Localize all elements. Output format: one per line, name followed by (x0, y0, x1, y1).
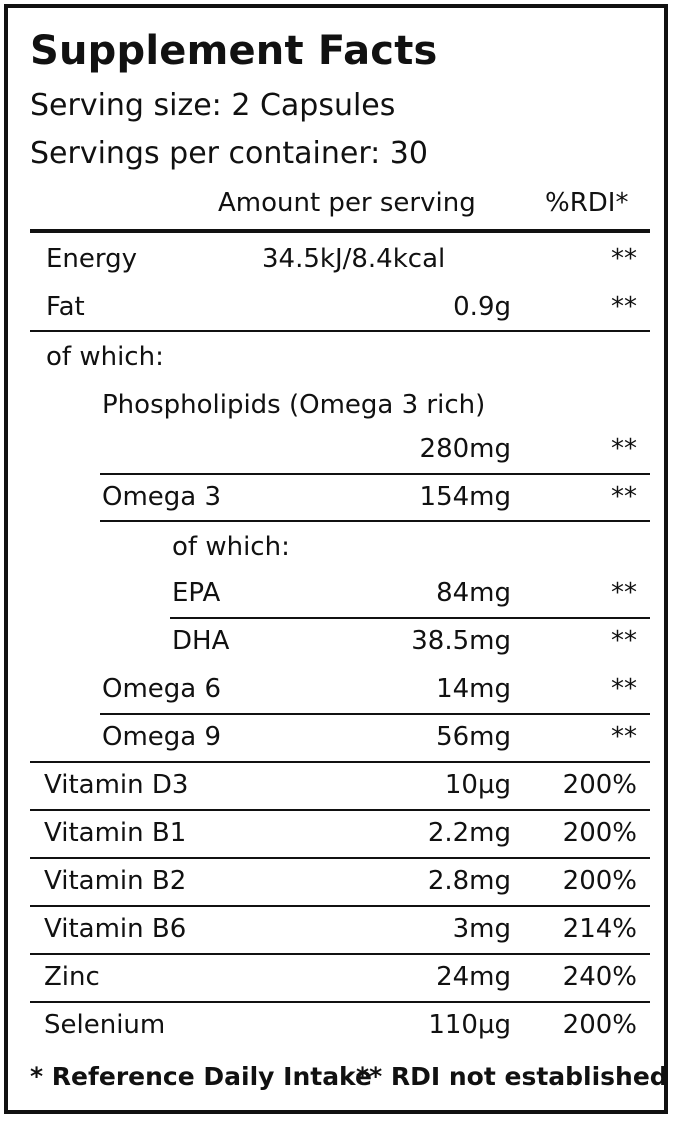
nutrient-label: of which: (172, 532, 290, 562)
table-row: of which: (0, 334, 679, 382)
nutrient-label: Vitamin B2 (44, 866, 187, 896)
amount-header: Amount per serving (218, 188, 476, 218)
row-divider (30, 761, 650, 763)
table-row: Phospholipids (Omega 3 rich) (0, 382, 679, 430)
row-divider (30, 905, 650, 907)
row-divider (30, 330, 650, 332)
row-divider (100, 520, 650, 522)
table-row: Vitamin B1 2.2mg 200% (0, 810, 679, 858)
footnote-not-established: ** RDI not established (356, 1062, 668, 1091)
servings-per-container: Servings per container: 30 (30, 136, 428, 171)
nutrient-rdi: ** (611, 434, 637, 464)
row-divider (30, 953, 650, 955)
row-divider (100, 713, 650, 715)
nutrient-amount: 2.8mg (427, 866, 511, 896)
table-row: 280mg ** (0, 426, 679, 474)
nutrient-label: Energy (46, 244, 138, 274)
nutrient-label: Selenium (44, 1010, 166, 1040)
nutrient-amount: 14mg (436, 674, 511, 704)
nutrient-rdi: 240% (562, 962, 637, 992)
nutrient-label: EPA (172, 578, 221, 608)
nutrient-rdi: 200% (562, 1010, 637, 1040)
nutrient-label: Omega 6 (102, 674, 222, 704)
nutrient-label: Vitamin B6 (44, 914, 187, 944)
nutrient-label: of which: (46, 342, 164, 372)
nutrient-amount: 280mg (419, 434, 511, 464)
nutrient-amount: 110µg (428, 1010, 511, 1040)
row-divider (30, 809, 650, 811)
table-row: Vitamin B6 3mg 214% (0, 906, 679, 954)
serving-size: Serving size: 2 Capsules (30, 88, 396, 123)
footnote-rdi: * Reference Daily Intake (30, 1062, 372, 1091)
nutrient-amount: 56mg (436, 722, 511, 752)
nutrient-amount: 0.9g (453, 292, 511, 322)
nutrient-rdi: 200% (562, 818, 637, 848)
nutrient-amount: 154mg (419, 482, 511, 512)
nutrient-rdi: ** (611, 674, 637, 704)
table-row: Vitamin D3 10µg 200% (0, 762, 679, 810)
nutrient-rdi: ** (611, 578, 637, 608)
nutrient-rdi: 214% (562, 914, 637, 944)
rdi-header: %RDI* (545, 188, 629, 218)
table-row: EPA 84mg ** (0, 570, 679, 618)
nutrient-label: Vitamin D3 (44, 770, 189, 800)
nutrient-label: Omega 3 (102, 482, 222, 512)
nutrient-label: Omega 9 (102, 722, 222, 752)
table-row: Omega 6 14mg ** (0, 666, 679, 714)
nutrient-rdi: ** (611, 722, 637, 752)
table-row: Zinc 24mg 240% (0, 954, 679, 1002)
nutrient-amount: 84mg (436, 578, 511, 608)
nutrient-label: Zinc (44, 962, 100, 992)
row-divider (30, 857, 650, 859)
table-row: Vitamin B2 2.8mg 200% (0, 858, 679, 906)
nutrient-amount: 24mg (436, 962, 511, 992)
nutrient-amount: 3mg (452, 914, 511, 944)
nutrient-rdi: ** (611, 482, 637, 512)
nutrient-amount: 2.2mg (427, 818, 511, 848)
nutrient-rdi: ** (611, 244, 637, 274)
nutrient-amount: 38.5mg (411, 626, 511, 656)
nutrient-label: Vitamin B1 (44, 818, 187, 848)
nutrient-label: Fat (46, 292, 85, 322)
nutrient-amount: 10µg (444, 770, 511, 800)
nutrient-rdi: ** (611, 292, 637, 322)
nutrient-label: Phospholipids (Omega 3 rich) (102, 390, 486, 420)
table-row: Selenium 110µg 200% (0, 1002, 679, 1050)
nutrient-rdi: 200% (562, 770, 637, 800)
table-row: Omega 9 56mg ** (0, 714, 679, 762)
header-rule (30, 229, 650, 233)
nutrient-amount: 34.5kJ/8.4kcal (262, 244, 446, 274)
table-row: of which: (0, 524, 679, 572)
supplement-facts-panel (4, 4, 668, 1114)
table-row: DHA 38.5mg ** (0, 618, 679, 666)
table-row: Fat 0.9g ** (0, 284, 679, 332)
nutrient-label: DHA (172, 626, 230, 656)
row-divider (170, 617, 650, 619)
row-divider (100, 473, 650, 475)
nutrient-rdi: 200% (562, 866, 637, 896)
nutrient-rdi: ** (611, 626, 637, 656)
row-divider (30, 1001, 650, 1003)
panel-title: Supplement Facts (30, 28, 438, 74)
table-row: Energy 34.5kJ/8.4kcal ** (0, 236, 679, 284)
table-row: Omega 3 154mg ** (0, 474, 679, 522)
